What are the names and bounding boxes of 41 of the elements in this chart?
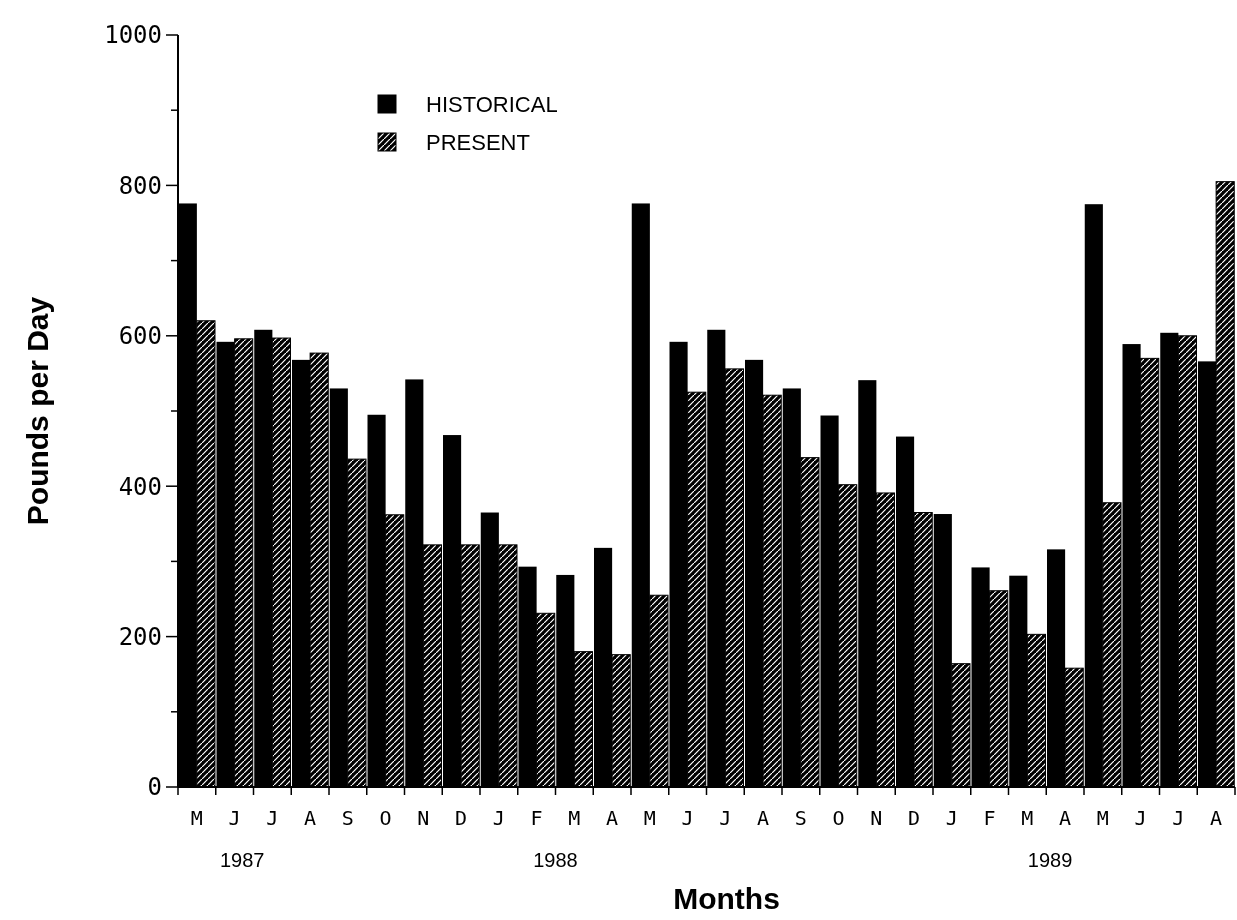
x-tick-label: O [379, 806, 392, 830]
x-tick-label: J [492, 806, 505, 830]
x-axis-title: Months [673, 882, 780, 915]
x-tick-label: J [1134, 806, 1147, 830]
x-tick-label: M [190, 806, 203, 830]
x-tick-label: O [832, 806, 845, 830]
y-tick-label: 400 [118, 472, 162, 501]
x-tick-label: M [643, 806, 656, 830]
x-tick-label: N [417, 806, 430, 830]
x-tick-label: J [719, 806, 732, 830]
text: 1987 [219, 849, 265, 871]
x-tick-label: J [945, 806, 958, 830]
x-tick-label: J [266, 806, 279, 830]
x-tick-label: N [870, 806, 883, 830]
x-tick-label: J [681, 806, 694, 830]
x-tick-label: F [983, 806, 996, 830]
x-tick-label: A [757, 806, 770, 830]
y-tick-label: 200 [118, 623, 162, 651]
x-tick-label: M [1096, 806, 1109, 830]
text: 1989 [1027, 849, 1073, 871]
text: 1988 [533, 849, 578, 871]
y-axis-title: Pounds per Day [21, 296, 54, 526]
x-tick-label: J [228, 806, 241, 830]
y-tick-label: 600 [118, 322, 162, 351]
x-tick-label: F [530, 806, 543, 830]
x-tick-label: D [908, 806, 921, 830]
y-tick-label: 0 [147, 773, 162, 802]
x-tick-label: M [1021, 806, 1034, 830]
y-tick-label: 800 [118, 171, 162, 200]
legend-label: HISTORICAL [426, 91, 558, 117]
legend-label: PRESENT [426, 129, 530, 155]
x-tick-label: A [1059, 806, 1072, 830]
y-tick-label: 1000 [104, 21, 162, 50]
x-tick-label: A [304, 806, 317, 830]
x-tick-label: S [341, 806, 354, 830]
x-tick-label: S [794, 806, 807, 830]
x-tick-label: A [1210, 806, 1223, 830]
x-tick-label: A [606, 806, 619, 830]
x-tick-label: J [1172, 806, 1185, 830]
x-tick-label: D [455, 806, 468, 830]
x-tick-label: M [568, 806, 581, 830]
